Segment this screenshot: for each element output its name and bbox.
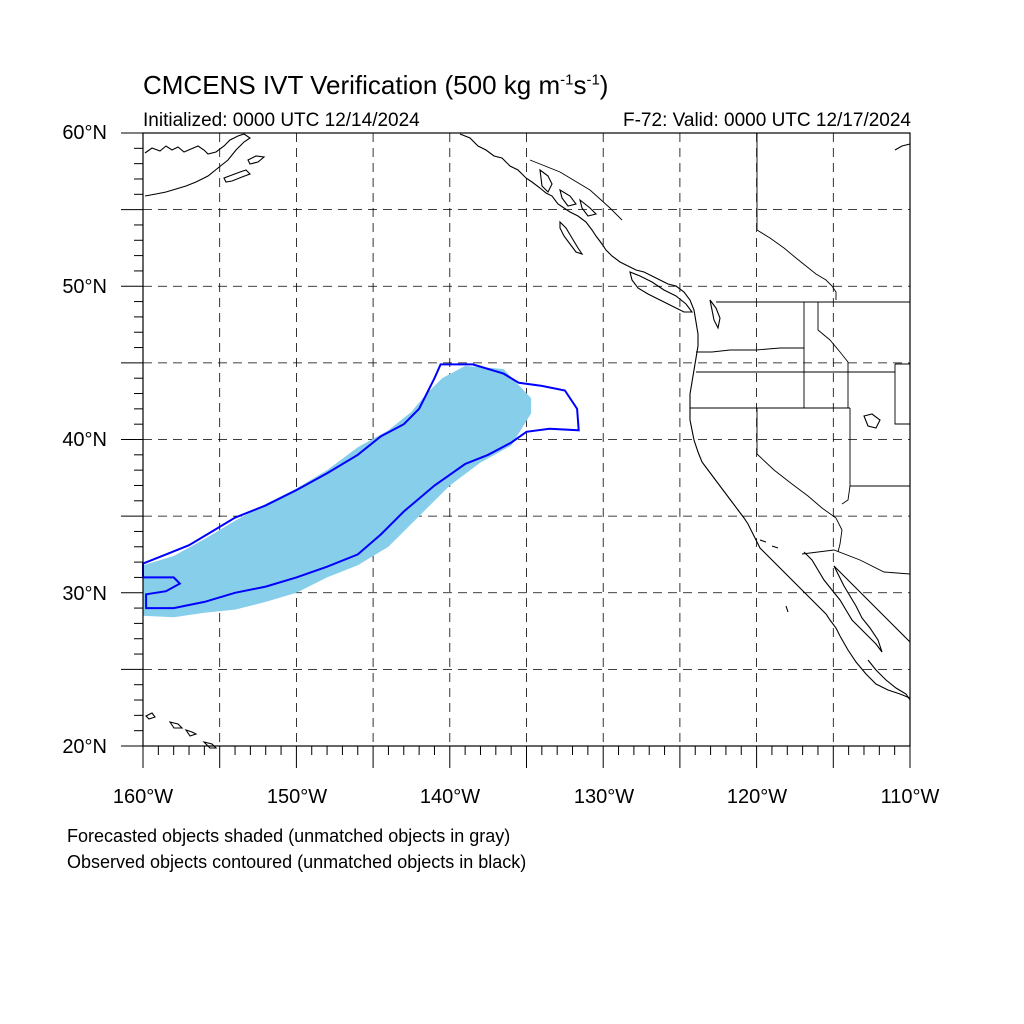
initialized-label: Initialized: 0000 UTC 12/14/2024 bbox=[143, 110, 420, 131]
channel-islands bbox=[759, 539, 789, 613]
haida-gwaii bbox=[559, 220, 584, 256]
political-boundaries bbox=[529, 133, 911, 575]
idaho-nevada-utah bbox=[696, 371, 910, 487]
idaho-north bbox=[817, 302, 849, 372]
alaska-coastline bbox=[144, 133, 251, 197]
puget-sound bbox=[709, 299, 721, 330]
title-end: ) bbox=[599, 70, 609, 100]
lon-label-140w: 140°W bbox=[419, 786, 481, 808]
grid-lines bbox=[143, 133, 910, 746]
mexico-mainland bbox=[867, 659, 911, 701]
hudson-region-ne bbox=[894, 143, 911, 151]
valid-time-label: F-72: Valid: 0000 UTC 12/17/2024 bbox=[623, 110, 911, 131]
se-alaska-bc-coastline bbox=[459, 133, 841, 637]
title-exponent-1: -1 bbox=[560, 71, 574, 89]
lat-label-20: 20°N bbox=[62, 736, 107, 758]
map-frame bbox=[142, 132, 911, 747]
se-alaska-islands bbox=[539, 168, 598, 217]
gulf-of-california-east bbox=[833, 565, 911, 643]
vancouver-island bbox=[629, 271, 694, 313]
ca-nv-border bbox=[756, 408, 843, 553]
lon-label-160w: 160°W bbox=[112, 786, 174, 808]
lon-label-130w: 130°W bbox=[573, 786, 635, 808]
great-salt-lake bbox=[863, 413, 881, 429]
lon-label-120w: 120°W bbox=[726, 786, 788, 808]
legend-forecast-note: Forecasted objects shaded (unmatched obj… bbox=[67, 826, 511, 846]
coastlines bbox=[144, 133, 911, 749]
axis-ticks bbox=[121, 132, 911, 768]
nv-az-border bbox=[841, 485, 851, 505]
baja-west-coast bbox=[839, 635, 911, 699]
lat-label-30: 30°N bbox=[62, 583, 107, 605]
observed-object-contour bbox=[142, 363, 580, 610]
utah-wyoming bbox=[894, 363, 910, 425]
lat-label-60: 60°N bbox=[62, 122, 107, 144]
title-main: CMCENS IVT Verification (500 kg m bbox=[143, 70, 561, 100]
legend-observed-note: Observed objects contoured (unmatched ob… bbox=[67, 852, 527, 872]
title-mid: s bbox=[573, 70, 587, 100]
lon-label-150w: 150°W bbox=[266, 786, 328, 808]
map-title: CMCENS IVT Verification (500 kg m-1s-1) bbox=[143, 70, 608, 101]
hawaii-islands bbox=[145, 712, 218, 749]
us-mexico-border bbox=[801, 549, 911, 575]
title-exponent-2: -1 bbox=[586, 71, 600, 89]
alaska-island-2 bbox=[247, 155, 266, 165]
bc-alberta-border bbox=[756, 133, 837, 300]
lat-label-40: 40°N bbox=[62, 429, 107, 451]
alaska-bc-border bbox=[529, 159, 623, 221]
forecast-object-shaded bbox=[143, 365, 532, 618]
baja-peninsula bbox=[803, 551, 883, 653]
lon-label-110w: 110°W bbox=[880, 786, 940, 808]
lat-label-50: 50°N bbox=[62, 276, 107, 298]
alaska-island bbox=[223, 169, 251, 183]
